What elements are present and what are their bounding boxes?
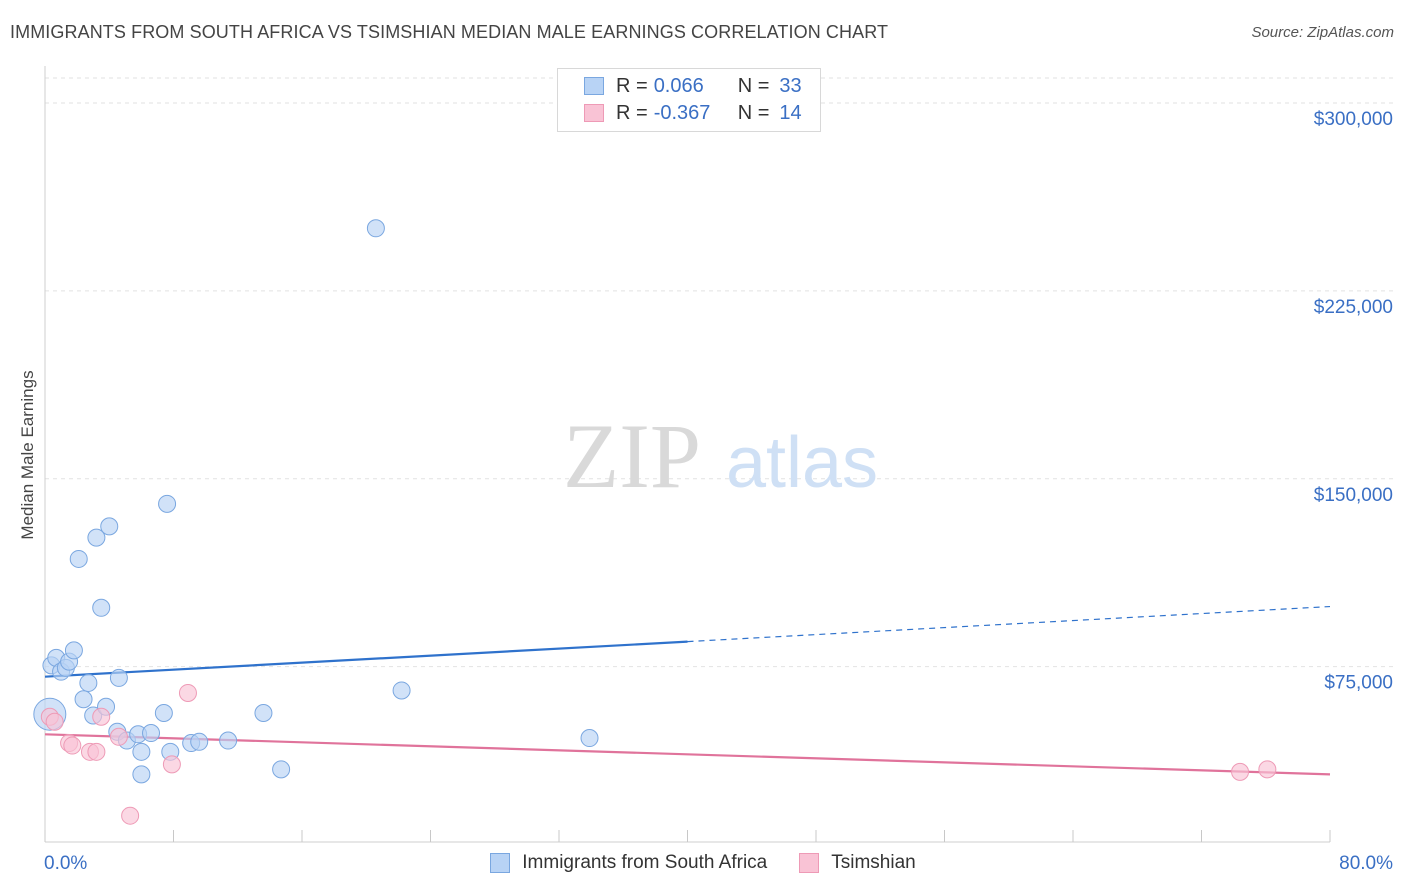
data-point-tsimshian: [1258, 760, 1277, 779]
data-point-south-africa: [74, 690, 93, 709]
legend-label-tsimshian: Tsimshian: [831, 852, 916, 873]
data-point-south-africa: [366, 219, 385, 238]
y-tick-label: $150,000: [1314, 485, 1393, 506]
y-tick-label: $300,000: [1314, 109, 1393, 130]
legend-row-south-africa: R = 0.066 N = 33: [584, 73, 802, 99]
data-point-tsimshian: [92, 707, 111, 726]
data-point-tsimshian: [1231, 762, 1250, 781]
legend-n-label: N =: [737, 101, 770, 124]
data-point-south-africa: [109, 668, 128, 687]
trend-line-tsimshian: [44, 733, 1331, 776]
legend-r-label: R =: [616, 101, 648, 124]
watermark-atlas: atlas: [726, 423, 878, 503]
legend-swatch-pink: [799, 853, 820, 873]
source-attribution: Source: ZipAtlas.com: [1251, 24, 1394, 41]
data-point-tsimshian: [121, 806, 140, 825]
x-tick-label: 80.0%: [1339, 853, 1393, 874]
data-point-south-africa: [158, 494, 177, 513]
data-point-south-africa: [142, 724, 161, 743]
data-point-south-africa: [132, 765, 151, 784]
legend-n-value: 33: [779, 74, 802, 97]
legend-r-label: R =: [616, 74, 648, 97]
data-points: [33, 219, 1277, 825]
legend-row-tsimshian: R = -0.367 N = 14: [584, 100, 802, 126]
watermark: ZIP atlas: [563, 405, 878, 507]
legend-swatch-pink: [584, 104, 604, 122]
legend-swatch-blue: [584, 77, 604, 95]
data-point-south-africa: [580, 729, 599, 748]
data-point-south-africa: [100, 517, 119, 536]
data-point-south-africa: [132, 742, 151, 761]
data-point-tsimshian: [109, 727, 128, 746]
legend-item-south-africa[interactable]: Immigrants from South Africa: [490, 852, 767, 874]
data-point-south-africa: [79, 673, 98, 692]
legend-swatch-blue: [490, 853, 511, 873]
data-point-south-africa: [272, 760, 291, 779]
legend-r-value: -0.367: [653, 101, 711, 124]
data-point-south-africa: [64, 641, 83, 660]
legend-n-value: 14: [779, 101, 802, 124]
y-tick-label: $225,000: [1314, 297, 1393, 318]
legend-label-south-africa: Immigrants from South Africa: [522, 852, 768, 873]
chart-title: IMMIGRANTS FROM SOUTH AFRICA VS TSIMSHIA…: [10, 22, 889, 42]
data-point-south-africa: [254, 703, 273, 722]
grid-lines: [45, 77, 1393, 668]
correlation-legend: R = 0.066 N = 33 R = -0.367 N = 14: [557, 68, 821, 132]
data-point-south-africa: [190, 732, 209, 751]
legend-n-label: N =: [737, 74, 770, 97]
data-point-south-africa: [219, 731, 238, 750]
legend-r-value: 0.066: [653, 74, 704, 97]
watermark-zip: ZIP: [563, 405, 701, 507]
y-tick-label: $75,000: [1324, 673, 1393, 694]
x-tick-label: 0.0%: [44, 853, 87, 874]
tick-labels: $75,000 $150,000 $225,000 $300,000 0.0% 80.0%: [44, 109, 1393, 874]
data-point-south-africa: [92, 598, 111, 617]
trend-line-south-africa: [44, 640, 688, 678]
legend-item-tsimshian[interactable]: Tsimshian: [799, 852, 916, 874]
data-point-tsimshian: [162, 755, 181, 774]
data-point-tsimshian: [87, 742, 106, 761]
data-point-south-africa: [392, 681, 411, 700]
data-point-tsimshian: [178, 683, 197, 702]
data-point-south-africa: [69, 549, 88, 568]
data-point-south-africa: [87, 528, 106, 547]
trend-line-south-africa-extension: [687, 605, 1331, 643]
data-point-south-africa: [154, 703, 173, 722]
trend-lines: [44, 605, 1331, 776]
data-point-tsimshian: [45, 712, 64, 731]
series-legend: Immigrants from South Africa Tsimshian: [0, 852, 1406, 874]
data-point-tsimshian: [63, 736, 82, 755]
